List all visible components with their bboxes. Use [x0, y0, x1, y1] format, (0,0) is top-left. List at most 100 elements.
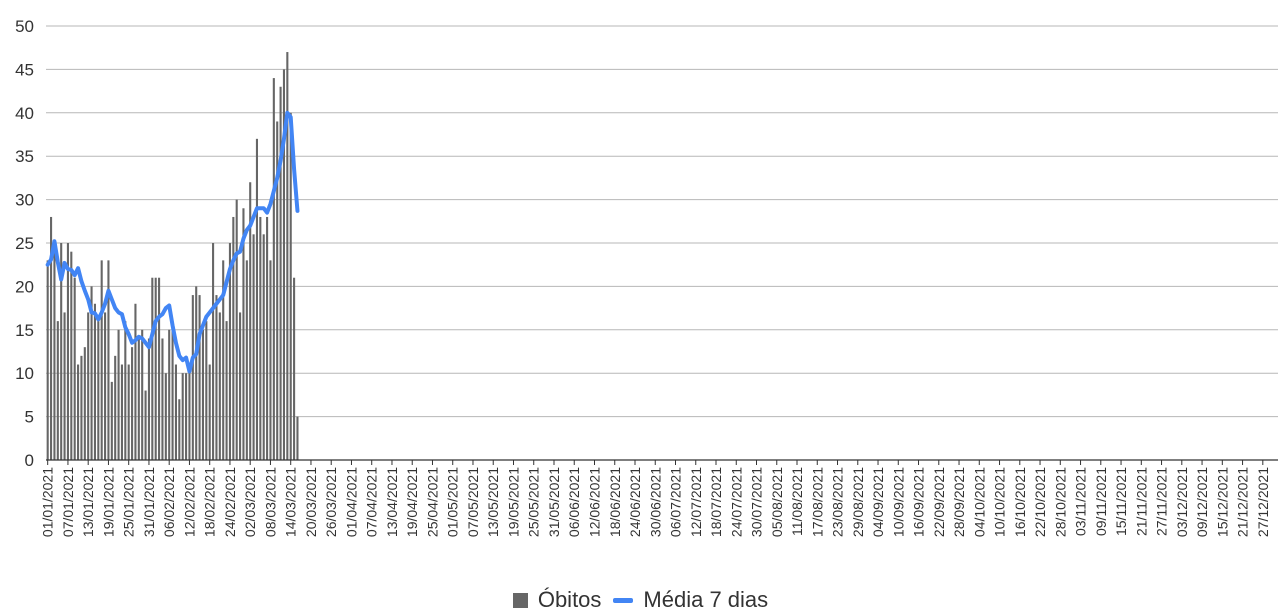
x-tick-label: 01/04/2021 [343, 467, 359, 537]
bar-obitos [212, 243, 215, 460]
x-tick-label: 15/12/2021 [1214, 467, 1230, 537]
bar-obitos [296, 416, 299, 460]
bar-obitos [289, 112, 292, 461]
y-axis-tick-labels: 0 5 10 15 20 25 30 35 40 45 50 [15, 17, 34, 470]
bar-obitos [188, 364, 191, 460]
bar-obitos [262, 234, 265, 460]
bar-obitos [235, 199, 238, 460]
x-tick-label: 06/07/2021 [668, 467, 684, 537]
x-tick-label: 21/11/2021 [1133, 467, 1149, 536]
legend: Óbitos Média 7 dias [0, 587, 1281, 613]
bar-obitos [87, 312, 90, 460]
x-tick-label: 25/04/2021 [424, 467, 440, 537]
x-tick-label: 06/06/2021 [566, 467, 582, 537]
bar-obitos [218, 312, 221, 460]
x-tick-label: 21/12/2021 [1235, 467, 1251, 537]
bar-obitos [168, 329, 171, 460]
x-tick-label: 25/05/2021 [526, 467, 542, 537]
x-tick-label: 19/05/2021 [505, 467, 521, 537]
y-tick-label: 35 [15, 147, 34, 166]
x-tick-label: 02/03/2021 [242, 467, 258, 537]
bar-obitos [201, 329, 204, 460]
x-tick-label: 31/05/2021 [546, 467, 562, 537]
x-tick-label: 11/08/2021 [789, 467, 805, 536]
bar-obitos [66, 243, 69, 460]
x-tick-label: 19/04/2021 [404, 467, 420, 537]
bar-obitos [104, 312, 107, 460]
x-tick-label: 27/11/2021 [1154, 467, 1170, 536]
bar-obitos [120, 364, 123, 460]
bar-obitos [100, 260, 103, 460]
bar-obitos [181, 373, 184, 460]
x-tick-label: 24/06/2021 [627, 467, 643, 537]
legend-item-media: Média 7 dias [613, 587, 768, 613]
bar-obitos [232, 216, 235, 460]
x-tick-label: 13/05/2021 [485, 467, 501, 537]
x-tick-label: 05/08/2021 [769, 467, 785, 537]
bar-obitos [70, 251, 73, 460]
bar-obitos [151, 277, 154, 460]
bar-obitos [127, 364, 130, 460]
x-tick-label: 04/10/2021 [971, 467, 987, 537]
y-tick-label: 0 [25, 451, 34, 470]
bar-obitos [110, 381, 113, 460]
bar-obitos [252, 234, 255, 460]
legend-label-obitos: Óbitos [537, 587, 602, 612]
bar-obitos [90, 286, 93, 460]
x-tick-label: 24/07/2021 [728, 467, 744, 537]
x-tick-label: 12/02/2021 [181, 467, 197, 537]
x-tick-label: 12/06/2021 [586, 467, 602, 537]
bar-obitos [198, 295, 201, 460]
x-tick-label: 28/09/2021 [951, 467, 967, 537]
x-tick-label: 03/12/2021 [1174, 467, 1190, 537]
bar-obitos [239, 312, 242, 460]
bar-obitos [266, 216, 269, 460]
bar-obitos [63, 312, 66, 460]
bar-obitos [245, 260, 248, 460]
x-tick-label: 22/10/2021 [1032, 467, 1048, 537]
x-tick-label: 14/03/2021 [283, 467, 299, 537]
x-tick-label: 24/02/2021 [222, 467, 238, 537]
bar-obitos [205, 321, 208, 460]
x-tick-label: 30/06/2021 [647, 467, 663, 537]
y-tick-label: 25 [15, 234, 34, 253]
bar-obitos [282, 69, 286, 461]
bar-obitos [222, 260, 225, 460]
x-tick-label: 07/05/2021 [465, 467, 481, 537]
x-tick-label: 20/03/2021 [303, 467, 319, 537]
media-7-dias-line [45, 110, 300, 374]
x-tick-label: 10/09/2021 [890, 467, 906, 537]
bar-obitos [174, 364, 177, 460]
bar-obitos [178, 399, 181, 460]
x-tick-label: 31/01/2021 [141, 467, 157, 537]
x-tick-label: 13/01/2021 [80, 467, 96, 537]
obitos-bars [46, 52, 299, 461]
bar-obitos [117, 329, 120, 460]
x-tick-label: 17/08/2021 [809, 467, 825, 537]
x-tick-label: 12/07/2021 [688, 467, 704, 537]
bar-obitos [249, 182, 252, 461]
line-media-7-dias [45, 110, 300, 374]
bar-obitos [171, 321, 174, 460]
x-tick-label: 29/08/2021 [850, 467, 866, 537]
x-tick-label: 18/07/2021 [708, 467, 724, 537]
bar-obitos [154, 277, 157, 460]
bar-obitos [276, 121, 279, 460]
x-tick-label: 08/03/2021 [262, 467, 278, 537]
bar-obitos [293, 277, 296, 460]
x-tick-label: 07/01/2021 [60, 467, 76, 537]
bar-obitos [191, 295, 194, 460]
y-tick-label: 50 [15, 17, 34, 36]
x-tick-label: 16/10/2021 [1012, 467, 1028, 537]
y-tick-label: 5 [25, 408, 34, 427]
x-tick-label: 19/01/2021 [100, 467, 116, 537]
gridlines [46, 25, 1278, 418]
x-tick-label: 01/01/2021 [40, 467, 56, 537]
x-tick-label: 09/12/2021 [1194, 467, 1210, 537]
bar-obitos [225, 321, 228, 460]
bar-obitos [134, 303, 137, 460]
bar-obitos [286, 52, 289, 460]
bar-obitos [77, 364, 80, 460]
y-tick-label: 15 [15, 321, 34, 340]
